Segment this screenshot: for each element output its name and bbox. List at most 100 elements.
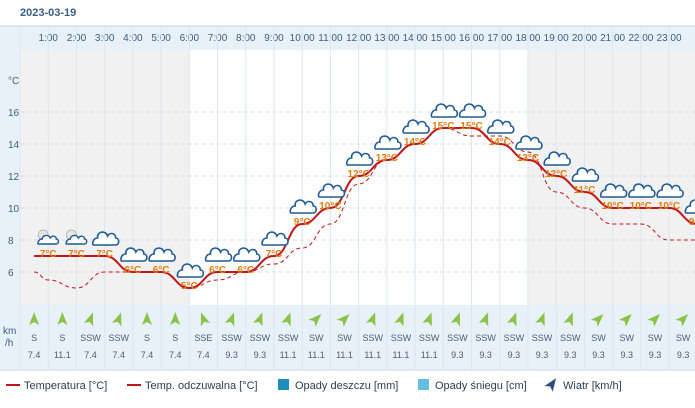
legend-temp-label: Temperatura [°C] (24, 380, 107, 392)
temperature-label: 10°C (601, 201, 623, 212)
wind-direction: SSW (560, 333, 581, 343)
arrow-shape (507, 312, 517, 327)
wind-direction: SW (648, 333, 663, 343)
wind-speed: 7.4 (169, 350, 182, 360)
cloud-shape (204, 247, 233, 262)
wind-speed: 11.1 (421, 350, 438, 360)
chart-background (0, 26, 695, 370)
cloud-icon (204, 247, 233, 262)
cloud-shape (543, 151, 571, 166)
wind-arrow-icon (253, 312, 263, 327)
cloud-icon (374, 135, 402, 150)
cloud-icon (571, 167, 600, 182)
arrow-shape (365, 312, 376, 327)
arrow-shape (200, 312, 211, 327)
wind-arrow-icon (422, 312, 432, 327)
cloud-shape (289, 199, 317, 214)
wind-speed: 9.3 (254, 350, 267, 360)
wind-arrow-icon (618, 314, 632, 327)
cloud-icon (515, 135, 543, 150)
wind-unit-label: km (3, 326, 16, 337)
cloud-icon (176, 263, 205, 278)
wind-arrow-icon (450, 312, 461, 327)
hour-column (640, 50, 670, 305)
y-axis-unit: °C (8, 76, 19, 87)
temperature-label: 10°C (658, 201, 680, 212)
wind-arrow-icon (224, 312, 235, 327)
hour-column (443, 50, 472, 305)
wind-speed: 7.4 (113, 350, 126, 360)
wind-speed: 11.1 (280, 350, 297, 360)
wind-arrow-icon (478, 312, 489, 327)
cloud-shape (65, 234, 88, 245)
wind-arrow-icon (170, 312, 181, 325)
temperature-label: 15°C (460, 121, 482, 132)
wind-direction: S (31, 333, 37, 343)
arrow-shape (394, 312, 404, 327)
arrow-shape (675, 314, 689, 327)
cloud-icon (628, 183, 656, 198)
cloud-shape (374, 135, 402, 150)
hour-column (471, 50, 500, 305)
wind-speed: 11.1 (364, 350, 381, 360)
wind-arrow-icon (365, 312, 376, 327)
hour-column (669, 50, 695, 305)
cloud-icon (458, 103, 487, 118)
cloud-shape (402, 119, 430, 134)
wind-speed: 9.3 (508, 350, 521, 360)
temperature-label: 10°C (630, 201, 652, 212)
wind-arrow-icon (57, 312, 68, 325)
y-axis: °C 6 8 10 12 14 16 (8, 76, 20, 279)
y-tick-label: 6 (8, 268, 14, 279)
wind-direction: S (144, 333, 150, 343)
chart-date: 2023-03-19 (20, 7, 76, 19)
temperature-label: 14°C (404, 137, 426, 148)
wind-speed: 9.3 (451, 350, 464, 360)
cloud-shape (656, 183, 684, 198)
wind-direction: SW (619, 333, 634, 343)
wind-speed: 11.1 (393, 350, 410, 360)
temperature-label: 13°C (517, 153, 539, 164)
wind-arrow-icon (200, 312, 211, 327)
wind-arrow-icon (394, 312, 404, 327)
cloud-shape (458, 103, 487, 118)
wind-direction: S (59, 333, 65, 343)
cloud-icon (261, 231, 289, 246)
wind-direction: SW (591, 333, 606, 343)
cloud-icon (233, 247, 261, 262)
wind-speed: 11.1 (336, 350, 353, 360)
temperature-label: 12°C (545, 169, 567, 180)
y-tick-label: 14 (8, 140, 20, 151)
arrow-shape (478, 312, 489, 327)
legend: Temperatura [°C] Temp. odczuwalna [°C] Opa… (0, 372, 695, 408)
cloud-icon (543, 151, 571, 166)
temperature-label: 7°C (40, 249, 57, 260)
arrow-shape (450, 312, 461, 327)
temperature-label: 9°C (689, 217, 695, 228)
arrow-shape (29, 312, 40, 325)
wind-arrow-icon (141, 312, 152, 325)
temperature-label: 7°C (68, 249, 85, 260)
cloud-shape (487, 119, 515, 134)
wind-direction: SSW (362, 333, 383, 343)
wind-direction: SSW (419, 333, 440, 343)
cloud-icon (487, 119, 515, 134)
wind-arrow-icon (281, 312, 291, 327)
gridlines (0, 25, 695, 371)
hour-column (189, 50, 218, 305)
cloud-shape (571, 167, 600, 182)
wind-speed: 9.3 (620, 350, 633, 360)
temperature-label: 6°C (153, 265, 170, 276)
cloud-shape (628, 183, 656, 198)
wind-speed: 7.4 (28, 350, 41, 360)
wind-direction: SSE (194, 333, 212, 343)
wind-direction: SSW (80, 333, 101, 343)
legend-rain-label: Opady deszczu [mm] (295, 380, 398, 392)
hour-column (161, 50, 190, 305)
hour-column (48, 50, 77, 305)
arrow-shape (141, 312, 152, 325)
wind-arrow-icon (336, 314, 350, 327)
wind-speed: 9.3 (592, 350, 605, 360)
hour-column (499, 50, 528, 305)
